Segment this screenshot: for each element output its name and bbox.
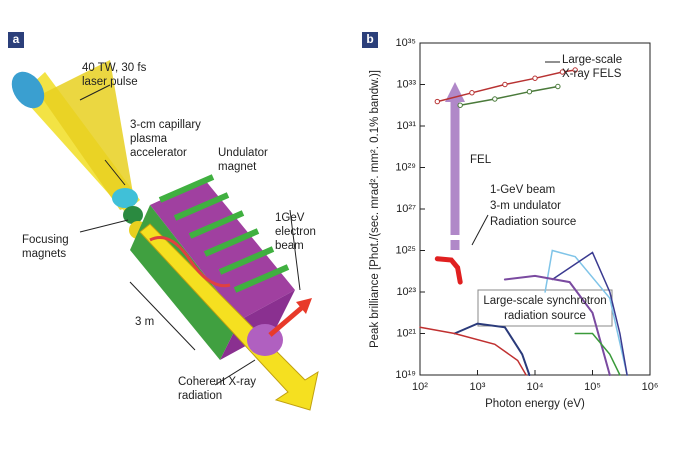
x-tick-label: 10² [412,381,428,393]
point [532,75,538,81]
diagram-label: plasma [130,133,168,145]
diagram-label: radiation [178,390,222,402]
panel-letter: b [366,32,373,46]
diagram-label: 1GeV [275,212,305,224]
apparatus [11,60,319,411]
panel-badge [8,32,24,48]
annotation: 3-m undulator [490,200,561,212]
annotation: FEL [470,154,492,166]
y-axis-label: Peak brilliance [Phot./(sec. mrad². mm².… [369,70,381,348]
y-tick-label: 10³³ [396,78,416,90]
diagram-label: 3 m [135,316,154,328]
y-tick-label: 10³⁵ [396,37,416,49]
y-tick-label: 10¹⁹ [395,369,416,381]
series-line [544,249,628,376]
annotation: 1-GeV beam [490,184,555,196]
series-line [419,326,527,376]
point [502,81,508,88]
point [434,98,441,105]
x-axis-label: Photon energy (eV) [485,398,585,410]
annotation: X-ray FELS [562,68,622,80]
point [572,67,578,73]
panel-badge [362,32,378,48]
annotation: Large-scale [562,54,622,66]
point [555,83,561,90]
leader [471,214,489,246]
y-tick-label: 10²¹ [396,327,416,339]
x-tick-label: 10⁵ [584,381,601,393]
series-line [453,322,531,376]
series-line [434,256,463,285]
series-line [574,332,621,376]
point [526,88,533,95]
y-tick-label: 10²⁹ [395,161,416,173]
diagram-label: laser pulse [82,76,138,88]
point [559,69,566,75]
x-tick-label: 10³ [470,381,486,393]
diagram-label: Focusing [22,234,69,246]
annotation: Large-scale synchrotron [483,295,606,307]
series-line [459,85,559,107]
diagram-label: 3-cm capillary [130,119,201,131]
y-tick-label: 10³¹ [396,120,416,132]
series-line [551,251,628,376]
diagram-label: magnets [22,248,66,260]
point [457,102,463,108]
point [469,90,475,96]
diagram-label: electron [275,226,316,238]
x-tick-label: 10⁶ [642,381,659,393]
annotation: radiation source [504,310,586,322]
diagram-label: Coherent X-ray [178,376,256,388]
diagram-label: Undulator [218,147,268,159]
diagram-label: accelerator [130,147,187,159]
point [492,96,498,102]
diagram-label: beam [275,240,304,252]
diagram-label: magnet [218,161,257,173]
x-tick-label: 10⁴ [527,381,544,393]
annotation: Radiation source [490,216,576,228]
series-line [503,274,611,376]
y-tick-label: 10²⁵ [396,244,416,256]
diagram-label: 40 TW, 30 fs [82,62,147,74]
y-tick-label: 10²³ [396,286,416,298]
panel-letter: a [13,32,20,46]
y-tick-label: 10²⁷ [396,203,416,215]
fel-arrow-head [445,82,465,102]
